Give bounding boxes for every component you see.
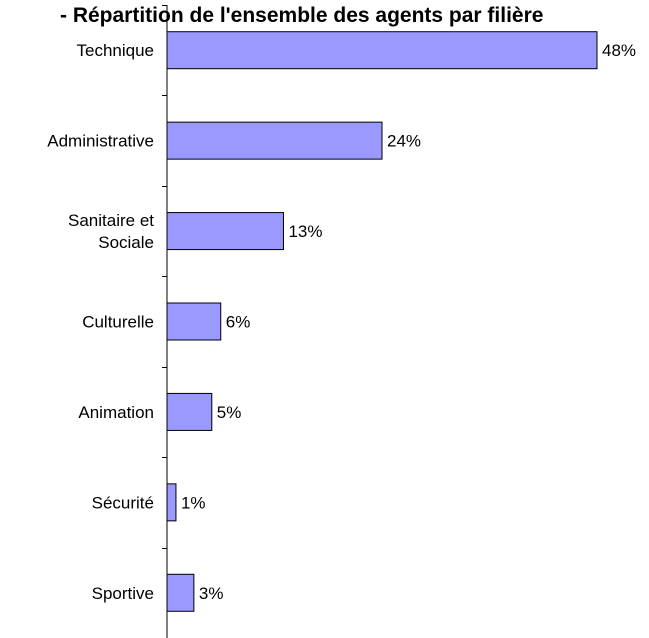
category-label: Technique — [76, 41, 154, 60]
y-axis — [162, 5, 168, 638]
category-label: Sanitaire et Sociale — [68, 211, 154, 252]
bar — [166, 302, 222, 341]
category-label: Sportive — [92, 584, 154, 603]
category-label: Administrative — [47, 132, 154, 151]
data-label: 5% — [217, 403, 242, 422]
bar — [166, 121, 383, 160]
data-label: 13% — [288, 222, 322, 241]
data-label: 48% — [602, 41, 636, 60]
bar — [166, 392, 213, 431]
bars — [166, 31, 598, 612]
data-label: 1% — [181, 493, 206, 512]
data-label: 6% — [226, 313, 251, 332]
bar — [166, 212, 284, 251]
data-label: 24% — [387, 132, 421, 151]
labels: 48% Technique 24% Administrative 13% Sanitair… — [47, 41, 636, 603]
category-label: Animation — [78, 403, 154, 422]
chart-title: - Répartition de l'ensemble des agents p… — [60, 4, 543, 27]
bar — [166, 31, 598, 70]
data-label: 3% — [199, 584, 224, 603]
bar — [166, 483, 177, 522]
category-label: Culturelle — [82, 313, 154, 332]
category-label: Sécurité — [92, 493, 154, 512]
bar — [166, 573, 195, 612]
